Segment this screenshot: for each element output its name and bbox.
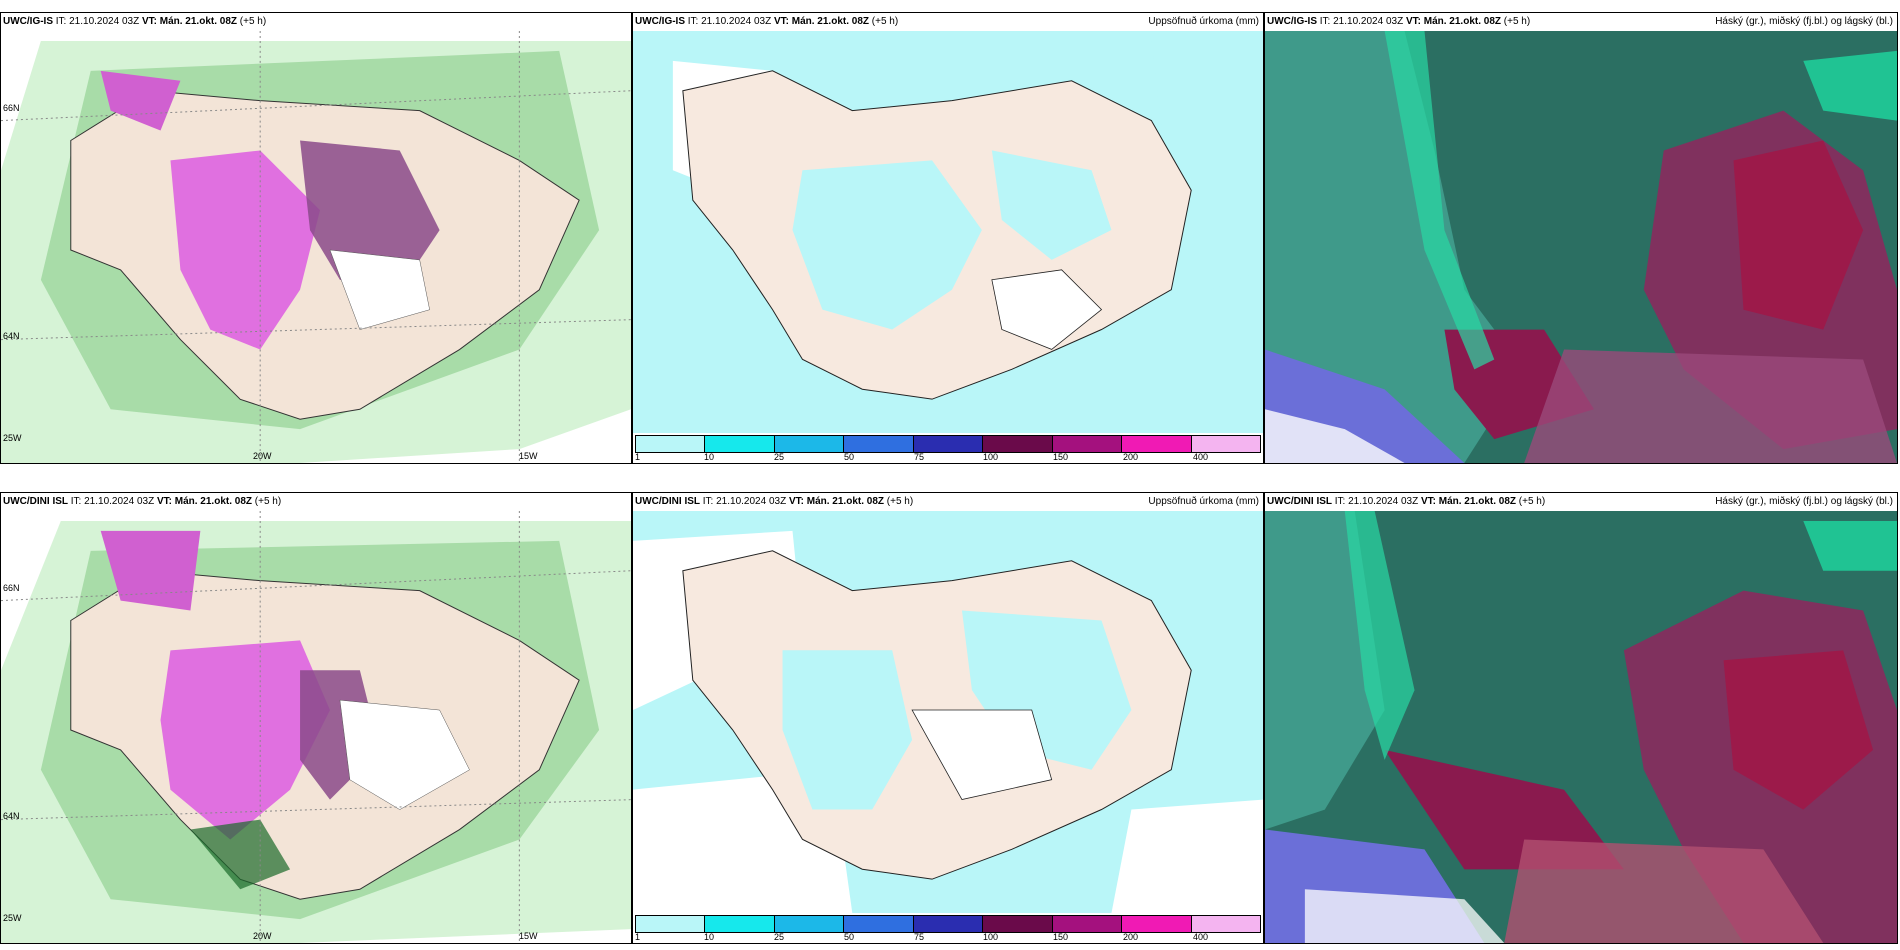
colorbar-swatches xyxy=(635,915,1261,933)
wind-panel-top: UWC/IG-IS IT: 21.10.2024 03Z VT: Mán. 21… xyxy=(0,12,632,464)
precip-panel-top: UWC/IG-IS IT: 21.10.2024 03Z VT: Mán. 21… xyxy=(632,12,1264,464)
colorbar-swatch xyxy=(1122,436,1192,452)
lon-label: 20W xyxy=(253,931,272,941)
colorbar-tick: 10 xyxy=(704,452,715,462)
wind-precip-map xyxy=(1,31,631,463)
panel-title: UWC/DINI ISL IT: 21.10.2024 03Z VT: Mán.… xyxy=(635,496,914,507)
cloud-panel-bottom: UWC/DINI ISL IT: 21.10.2024 03Z VT: Mán.… xyxy=(1264,492,1898,944)
colorbar-swatch xyxy=(705,916,775,932)
panel-title: UWC/IG-IS IT: 21.10.2024 03Z VT: Mán. 21… xyxy=(3,16,267,27)
colorbar-swatch xyxy=(774,436,845,452)
colorbar-tick: 50 xyxy=(844,932,855,942)
precip-title: Uppsöfnuð úrkoma (mm) xyxy=(1148,496,1259,507)
precip-colorbar: 1 10 25 50 75 100 150 200 400 xyxy=(633,433,1263,463)
colorbar-swatch xyxy=(1191,436,1260,452)
cloud-map xyxy=(1265,31,1897,463)
lon-label: 20W xyxy=(253,451,272,461)
colorbar-tick: 1 xyxy=(635,452,641,462)
colorbar-tick: 150 xyxy=(1053,932,1069,942)
colorbar-swatch xyxy=(636,916,706,932)
colorbar-swatch xyxy=(983,436,1053,452)
colorbar-tick: 25 xyxy=(774,452,785,462)
precip-colorbar: 1 10 25 50 75 100 150 200 400 xyxy=(633,913,1263,943)
lat-label: 64N xyxy=(3,331,20,341)
colorbar-swatch xyxy=(1122,916,1192,932)
cloud-panel-top: UWC/IG-IS IT: 21.10.2024 03Z VT: Mán. 21… xyxy=(1264,12,1898,464)
colorbar-swatch xyxy=(1191,916,1260,932)
colorbar-tick: 400 xyxy=(1193,932,1209,942)
panel-title: UWC/DINI ISL IT: 21.10.2024 03Z VT: Mán.… xyxy=(3,496,282,507)
precip-map xyxy=(633,511,1263,913)
colorbar-swatch xyxy=(983,916,1053,932)
colorbar-swatch xyxy=(705,436,775,452)
colorbar-tick: 75 xyxy=(914,932,925,942)
colorbar-tick: 200 xyxy=(1123,452,1139,462)
wind-precip-map xyxy=(1,511,631,943)
lat-label: 66N xyxy=(3,583,20,593)
colorbar-tick: 200 xyxy=(1123,932,1139,942)
wind-panel-bottom: UWC/DINI ISL IT: 21.10.2024 03Z VT: Mán.… xyxy=(0,492,632,944)
panel-title: UWC/DINI ISL IT: 21.10.2024 03Z VT: Mán.… xyxy=(1267,496,1546,507)
colorbar-swatch xyxy=(913,436,984,452)
panel-title: UWC/IG-IS IT: 21.10.2024 03Z VT: Mán. 21… xyxy=(1267,16,1531,27)
colorbar-tick: 1 xyxy=(635,932,641,942)
colorbar-swatch xyxy=(1052,436,1123,452)
lat-label: 66N xyxy=(3,103,20,113)
colorbar-swatch xyxy=(636,436,706,452)
precip-panel-bottom: UWC/DINI ISL IT: 21.10.2024 03Z VT: Mán.… xyxy=(632,492,1264,944)
cloud-title: Háský (gr.), miðský (fj.bl.) og lágský (… xyxy=(1715,16,1893,27)
colorbar-swatch xyxy=(844,916,914,932)
cloud-title: Háský (gr.), miðský (fj.bl.) og lágský (… xyxy=(1715,496,1893,507)
lon-label: 25W xyxy=(3,433,22,443)
colorbar-swatch xyxy=(844,436,914,452)
colorbar-swatch xyxy=(774,916,845,932)
colorbar-tick: 100 xyxy=(983,932,999,942)
colorbar-tick: 50 xyxy=(844,452,855,462)
colorbar-tick: 25 xyxy=(774,932,785,942)
colorbar-tick: 10 xyxy=(704,932,715,942)
precip-map xyxy=(633,31,1263,433)
colorbar-swatch xyxy=(913,916,984,932)
colorbar-swatch xyxy=(1052,916,1123,932)
lon-label: 25W xyxy=(3,913,22,923)
colorbar-tick: 400 xyxy=(1193,452,1209,462)
precip-title: Uppsöfnuð úrkoma (mm) xyxy=(1148,16,1259,27)
lat-label: 64N xyxy=(3,811,20,821)
colorbar-tick: 100 xyxy=(983,452,999,462)
lon-label: 15W xyxy=(519,451,538,461)
lon-label: 15W xyxy=(519,931,538,941)
panel-title: UWC/IG-IS IT: 21.10.2024 03Z VT: Mán. 21… xyxy=(635,16,899,27)
colorbar-tick: 150 xyxy=(1053,452,1069,462)
colorbar-tick: 75 xyxy=(914,452,925,462)
colorbar-swatches xyxy=(635,435,1261,453)
cloud-map xyxy=(1265,511,1897,943)
